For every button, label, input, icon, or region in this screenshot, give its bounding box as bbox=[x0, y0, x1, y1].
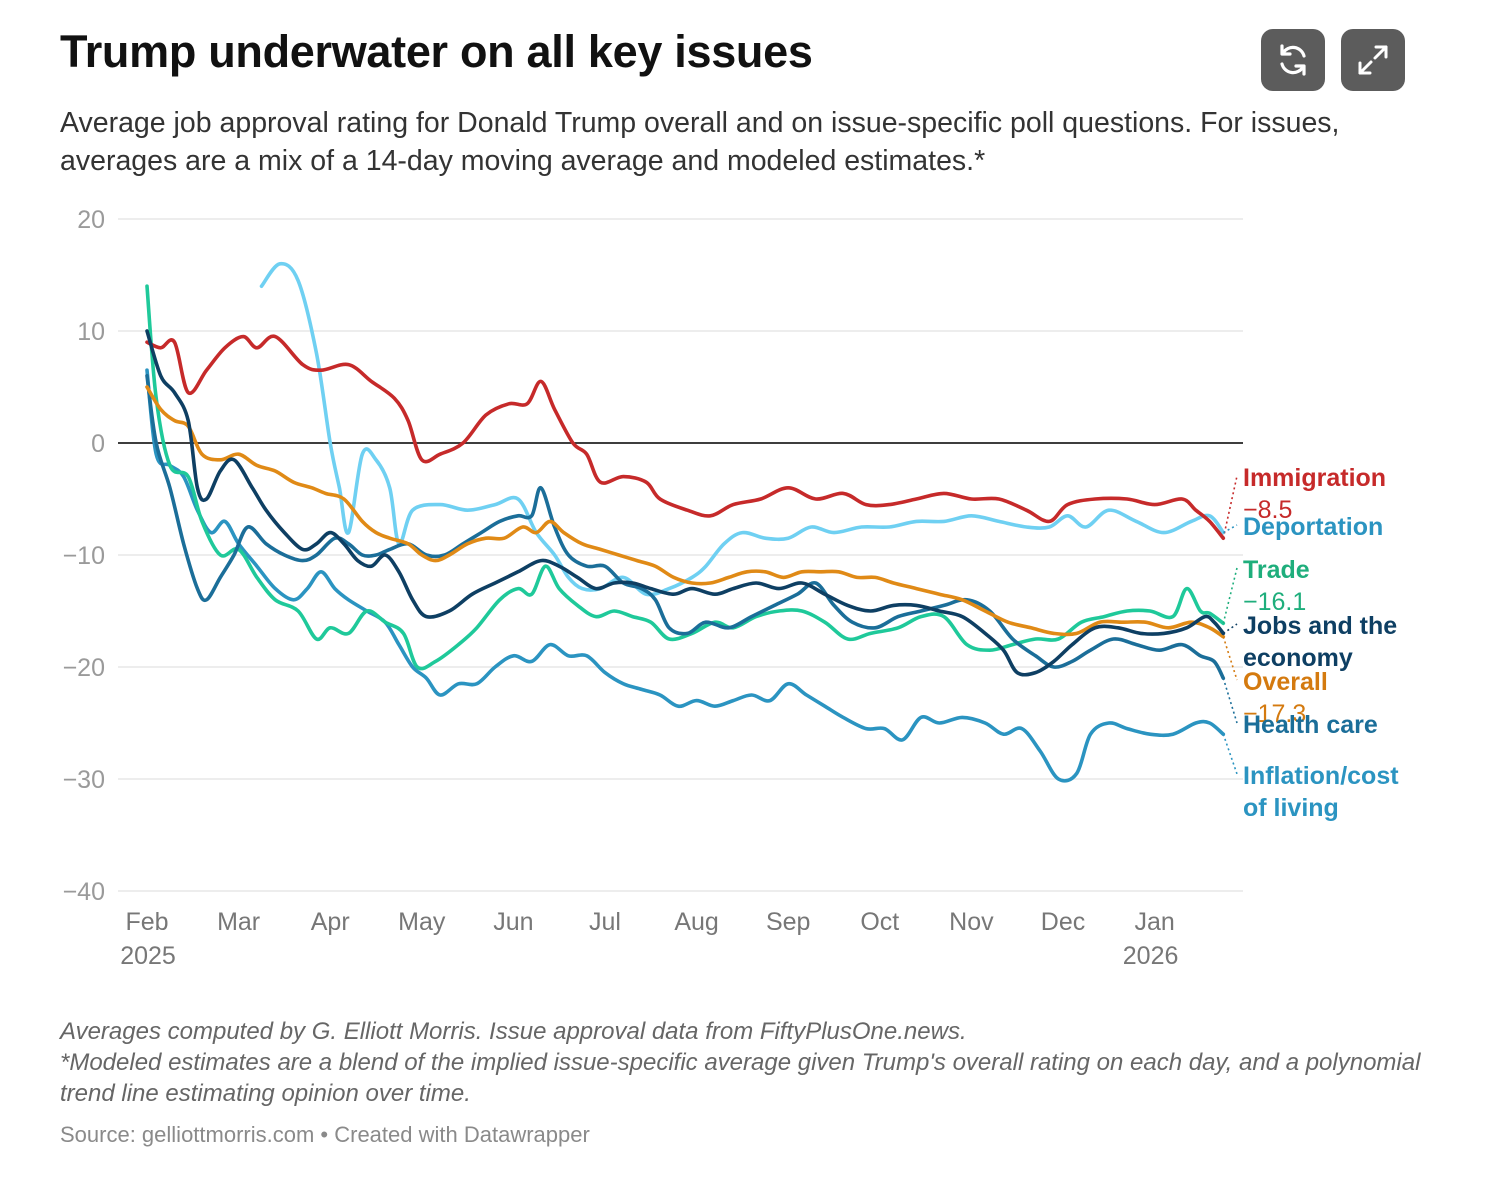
end-label-jobs-and-the-economy: Jobs and the bbox=[1243, 612, 1397, 640]
end-label-jobs-and-the-economy: economy bbox=[1243, 644, 1353, 672]
end-value-overall: −17.3 bbox=[1243, 700, 1306, 728]
x-tick-label: Aug bbox=[674, 908, 718, 936]
x-tick-label: Mar bbox=[217, 908, 260, 936]
series-line-trade bbox=[145, 284, 1226, 671]
x-tick-label: Jan bbox=[1134, 908, 1174, 936]
series-line-jobs-and-the-economy bbox=[145, 329, 1226, 677]
end-value-immigration: −8.5 bbox=[1243, 496, 1292, 524]
y-tick-label: −20 bbox=[63, 654, 105, 682]
footnote-modeled-estimates: *Modeled estimates are a blend of the im… bbox=[60, 1049, 1421, 1107]
connector-deportation bbox=[1222, 524, 1238, 534]
line-chart: 20 10 0 −10 −20 −30 −40 Feb 2025 Mar Apr May Jun Jul A… bbox=[63, 206, 1400, 970]
x-tick-label: Nov bbox=[949, 908, 994, 936]
y-tick-label: −40 bbox=[63, 878, 105, 906]
end-label-deportation: Deportation bbox=[1243, 513, 1383, 541]
series-line-overall bbox=[145, 385, 1226, 639]
x-tick-label: Jun bbox=[493, 908, 533, 936]
end-label-health-care: Health care bbox=[1243, 711, 1378, 739]
y-tick-label: 20 bbox=[77, 206, 105, 234]
y-tick-label: −10 bbox=[63, 542, 105, 570]
x-tick-year-label: 2025 bbox=[120, 942, 176, 970]
series-line-immigration bbox=[145, 334, 1226, 540]
footnote-data-credit: Averages computed by G. Elliott Morris. … bbox=[60, 1018, 967, 1045]
y-tick-label: −30 bbox=[63, 766, 105, 794]
end-value-trade: −16.1 bbox=[1243, 588, 1306, 616]
y-tick-label: 10 bbox=[77, 318, 105, 346]
expand-icon bbox=[1358, 45, 1388, 75]
series-line-health-care bbox=[145, 374, 1226, 680]
end-label-inflation-cost-of-living: Inflation/cost bbox=[1243, 762, 1399, 790]
x-tick-year-label: 2026 bbox=[1123, 942, 1179, 970]
chart-subtitle: Average job approval rating for Donald T… bbox=[60, 107, 1340, 177]
x-tick-label: Oct bbox=[860, 908, 899, 936]
series-line-inflation-cost-of-living bbox=[145, 368, 1226, 783]
x-tick-label: Apr bbox=[311, 908, 350, 936]
end-label-inflation-cost-of-living: of living bbox=[1243, 794, 1339, 822]
x-tick-label: Dec bbox=[1041, 908, 1085, 936]
end-label-overall: Overall bbox=[1243, 668, 1328, 696]
connector-overall bbox=[1222, 636, 1238, 681]
source-credit: Source: gelliottmorris.com • Created wit… bbox=[60, 1122, 590, 1147]
x-tick-label: Sep bbox=[766, 908, 810, 936]
fullscreen-button[interactable] bbox=[1341, 29, 1405, 91]
refresh-icon bbox=[1280, 44, 1306, 76]
x-tick-label: Feb bbox=[125, 908, 168, 936]
connector-health-care bbox=[1222, 677, 1238, 724]
end-label-trade: Trade bbox=[1243, 556, 1310, 584]
chart-title: Trump underwater on all key issues bbox=[60, 26, 813, 77]
refresh-button[interactable] bbox=[1261, 29, 1325, 91]
connector-immigration bbox=[1222, 475, 1238, 539]
footnotes: Averages computed by G. Elliott Morris. … bbox=[60, 1016, 1440, 1109]
connector-inflation-cost-of-living bbox=[1222, 733, 1238, 775]
connector-jobs-and-the-economy bbox=[1222, 623, 1238, 635]
series-line-deportation bbox=[259, 261, 1226, 597]
y-tick-label: 0 bbox=[91, 430, 105, 458]
connector-trade bbox=[1222, 567, 1238, 624]
end-label-immigration: Immigration bbox=[1243, 464, 1386, 492]
x-tick-label: May bbox=[398, 908, 446, 936]
x-tick-label: Jul bbox=[589, 908, 621, 936]
